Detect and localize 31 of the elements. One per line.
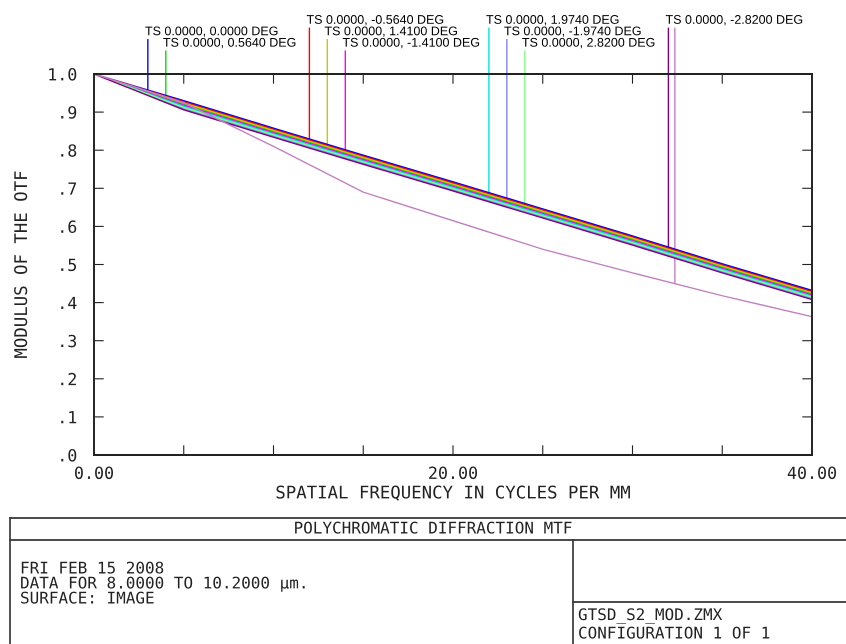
text: TS 0.0000, -2.8200 DEG [666,15,802,26]
text: CONFIGURATION 1 OF 1 [579,626,770,639]
text: TS 0.0000, -0.5640 DEG [306,15,444,26]
x-tick-label: 0.00 [75,466,113,480]
text: TS 0.0000, 1.9740 DEG [486,15,619,26]
y-tick-label: .1 [61,411,76,424]
text: TS 0.0000, -1.9740 DEG [504,26,641,37]
y-tick-label: 1.0 [49,68,76,81]
text: DATA FOR 8.0000 TO 10.2000 µm. [21,576,305,592]
text: TS 0.0000, -1.4100 DEG [342,38,480,48]
text: FRI FEB 15 2008 [22,562,164,574]
text: TS 0.0000, 2.8200 DEG [522,38,654,48]
text: GTSD_S2_MOD.ZMX [578,608,722,624]
x-tick-label: 20.00 [429,466,478,480]
x-tick-label: 40.00 [788,466,836,480]
text: POLYCHROMATIC DIFFRACTION MTF [295,522,572,534]
y-tick-label: .9 [61,106,76,119]
text: SURFACE: IMAGE [21,592,154,604]
y-tick-label: .2 [61,372,76,386]
x-axis-title: SPATIAL FREQUENCY IN CYCLES PER MM [276,486,630,501]
text: TS 0.0000, 0.0000 DEG [145,26,278,37]
y-tick-label: .4 [61,296,77,309]
text: TS 0.0000, 1.4100 DEG [324,26,457,37]
y-tick-label: .7 [61,182,76,195]
y-tick-label: .6 [61,220,76,234]
y-tick-label: .8 [61,144,76,157]
y-tick-label: .5 [61,258,76,272]
y-tick-label: .0 [61,449,76,462]
text: TS 0.0000, 0.5640 DEG [163,38,296,48]
y-axis-title: MODULUS OF THE OTF [14,171,28,358]
y-tick-label: .3 [61,334,76,348]
